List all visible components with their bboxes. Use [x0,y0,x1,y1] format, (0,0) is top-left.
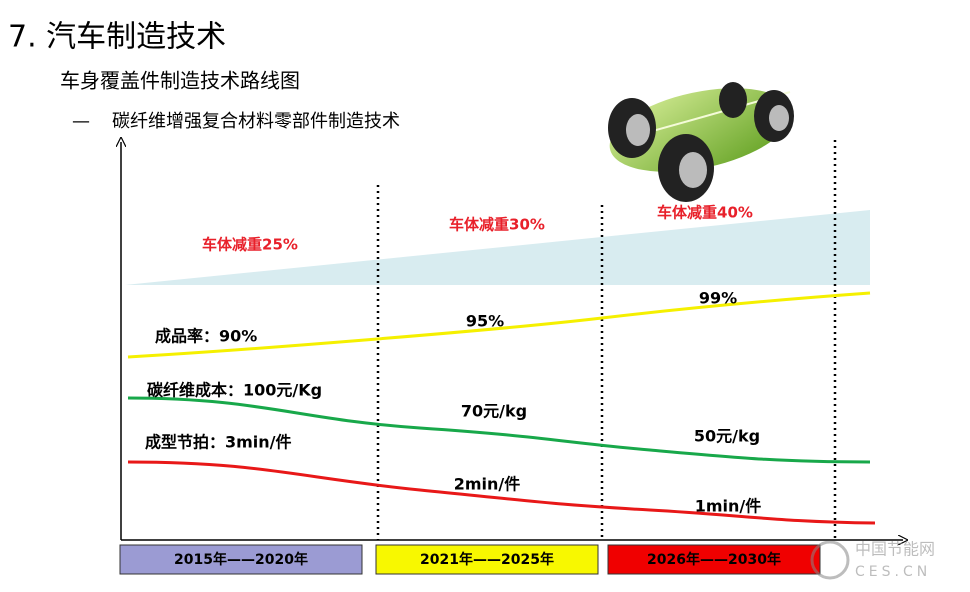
period-box [119,544,363,575]
cycle-label: 1min/件 [695,497,762,516]
watermark-site: CES.CN [855,564,931,580]
cost-line [127,396,871,464]
stage-dividers [376,140,837,540]
period-box [375,544,599,575]
cost-label: 碳纤维成本：100元/Kg [147,381,322,400]
topic-dash: — [72,111,90,132]
watermark: 中国节能网 CES.CN [810,540,935,580]
cost-label: 70元/kg [461,402,527,421]
period-label: 2026年——2030年 [647,551,781,568]
cycle-label: 2min/件 [454,475,521,494]
weight-label: 车体减重30% [449,216,545,234]
yield-label: 99% [699,289,737,308]
cycle-label: 成型节拍：3min/件 [145,433,292,452]
car-illustration [608,82,794,202]
yield-label: 95% [466,312,504,331]
weight-wedge [125,210,870,285]
period-label: 2015年——2020年 [174,551,308,568]
weight-label: 车体减重25% [202,236,298,254]
weight-label: 车体减重40% [657,204,753,222]
title: 7. 汽车制造技术 [8,20,226,55]
topic: 碳纤维增强复合材料零部件制造技术 [112,111,400,132]
cost-label: 50元/kg [694,427,760,446]
yield-label: 成品率：90% [155,327,257,346]
cycle-line [127,460,876,525]
subtitle: 车身覆盖件制造技术路线图 [60,69,300,93]
period-box [607,544,821,575]
period-label: 2021年——2025年 [420,551,554,568]
watermark-name: 中国节能网 [855,540,935,559]
yield-line [127,291,871,359]
